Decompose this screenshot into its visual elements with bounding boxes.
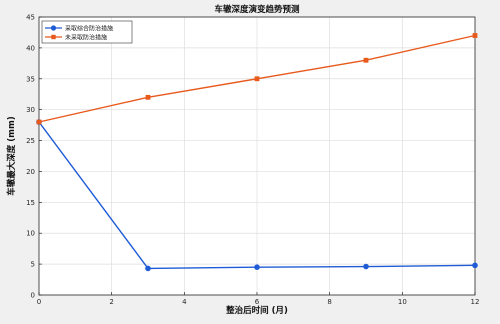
series-group [36,33,478,272]
y-tick-label: 30 [26,106,35,114]
x-axis-label: 整治后时间 (月) [226,305,288,316]
legend-box [41,20,133,44]
chart-title: 车辙深度演变趋势预测 [214,4,300,15]
data-point-circle [363,263,369,270]
data-point-square [254,76,260,82]
axis-ticks: 0 2 4 6 8 10 12 0 5 10 15 20 25 30 35 40 45 [26,14,479,307]
x-tick-label: 2 [109,298,113,306]
data-point-square [472,33,478,38]
x-tick-label: 10 [398,298,407,306]
y-tick-label: 20 [26,168,35,176]
legend: 采取综合防治措施 未采取防治措施 [41,20,133,44]
data-point-circle [145,265,151,272]
legend-label-treated: 采取综合防治措施 [65,25,113,33]
y-axis-label: 车辙最大深度 (mm) [6,116,17,196]
y-tick-label: 10 [26,230,35,238]
x-tick-label: 0 [37,298,41,306]
x-tick-label: 12 [471,298,480,306]
x-tick-label: 8 [327,298,331,306]
y-tick-label: 45 [26,14,35,22]
y-tick-label: 0 [31,292,35,300]
x-tick-label: 6 [255,298,260,306]
legend-label-untreated: 未采取防治措施 [65,34,107,42]
y-tick-label: 35 [26,75,35,83]
y-tick-label: 25 [26,137,35,145]
data-point-square [36,119,42,125]
data-point-square [363,57,369,63]
data-point-square [145,94,151,100]
legend-marker-untreated [51,34,56,40]
data-point-circle [472,262,478,269]
x-tick-label: 4 [182,298,187,306]
y-tick-label: 5 [31,261,35,269]
y-tick-label: 40 [26,44,35,52]
y-tick-label: 15 [26,199,35,207]
legend-marker-treated [50,25,57,31]
data-point-circle [254,264,260,271]
